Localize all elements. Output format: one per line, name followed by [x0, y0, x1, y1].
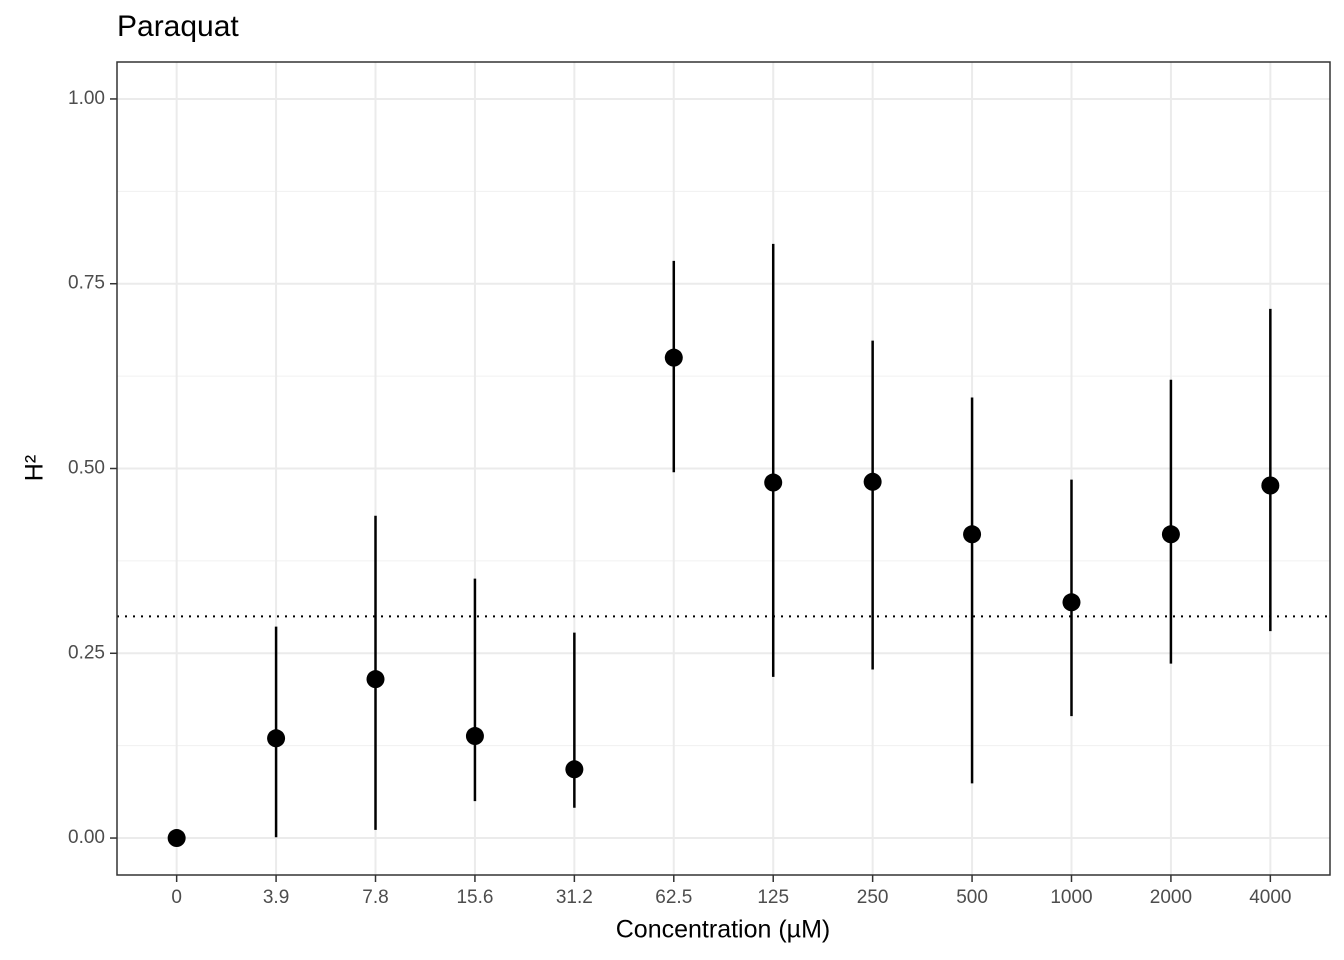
y-tick-label: 0.75	[68, 273, 105, 294]
y-tick-label: 0.00	[68, 827, 105, 848]
y-tick-label: 0.50	[68, 458, 105, 479]
x-tick-label: 0	[171, 887, 182, 908]
point	[664, 348, 683, 367]
x-tick-label: 62.5	[655, 887, 692, 908]
point	[1161, 525, 1180, 544]
x-tick-label: 15.6	[456, 887, 493, 908]
point	[963, 525, 982, 544]
x-tick-label: 7.8	[362, 887, 388, 908]
y-tick-label: 0.25	[68, 642, 105, 663]
x-tick-label: 3.9	[263, 887, 289, 908]
chart-title: Paraquat	[117, 10, 239, 43]
point	[863, 472, 882, 491]
point	[267, 729, 286, 748]
x-tick-label: 31.2	[556, 887, 593, 908]
x-tick-label: 2000	[1150, 887, 1192, 908]
y-axis-title: H²	[21, 455, 49, 481]
x-tick-label: 125	[757, 887, 789, 908]
point	[1261, 476, 1280, 495]
x-tick-label: 250	[857, 887, 889, 908]
x-tick-label: 1000	[1050, 887, 1092, 908]
panel-border	[116, 61, 1331, 876]
point	[764, 473, 783, 492]
x-tick-label: 4000	[1249, 887, 1291, 908]
y-tick-label: 1.00	[68, 88, 105, 109]
point	[465, 727, 484, 746]
x-axis-title: Concentration (µM)	[616, 916, 830, 944]
point	[167, 829, 186, 848]
point	[366, 670, 385, 689]
x-tick-label: 500	[956, 887, 988, 908]
point	[565, 760, 584, 779]
point	[1062, 593, 1081, 612]
